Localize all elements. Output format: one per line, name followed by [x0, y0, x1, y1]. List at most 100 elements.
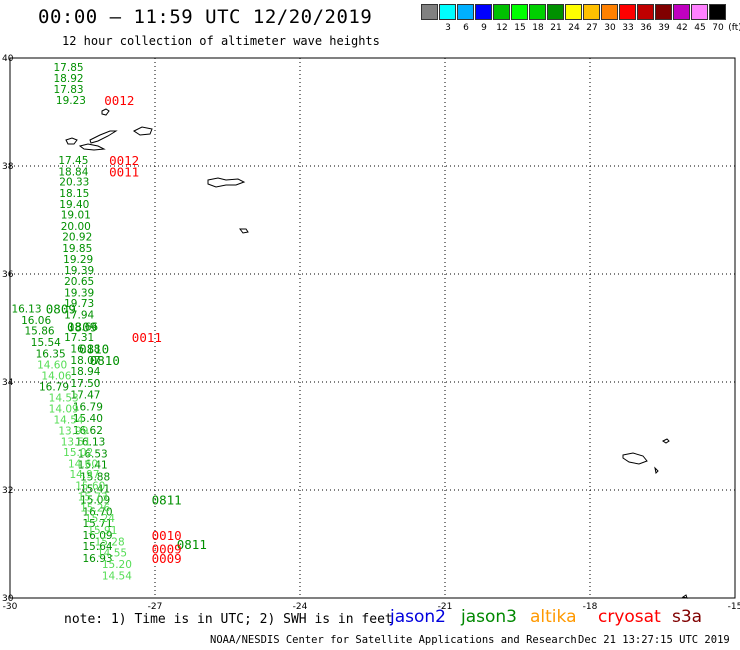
island-flores [101, 108, 110, 116]
page-title: 00:00 – 11:59 UTC 12/20/2019 [38, 6, 373, 28]
legend-swatch [709, 4, 726, 20]
swh-value: 16.06 [21, 315, 51, 327]
swh-value: 17.45 [58, 155, 88, 167]
page-subtitle: 12 hour collection of altimeter wave hei… [62, 34, 380, 48]
time-tag: 0810 [79, 342, 109, 357]
footer-credit: NOAA/NESDIS Center for Satellite Applica… [210, 634, 577, 646]
legend-label: 24 [568, 23, 580, 33]
legend-swatch [439, 4, 456, 20]
legend-swatch [529, 4, 546, 20]
lon-label: -21 [438, 602, 453, 612]
swh-value: 18.15 [59, 188, 89, 200]
map-frame [9, 57, 736, 599]
lat-label: 40 [2, 54, 14, 64]
swh-value: 19.39 [64, 265, 94, 277]
swh-value: 15.91 [87, 525, 117, 537]
swh-value: 16.70 [83, 507, 113, 519]
island-faial [65, 137, 78, 145]
swh-value: 15.40 [73, 413, 103, 425]
swh-value: 17.31 [64, 332, 94, 344]
swh-value: 14.97 [69, 469, 99, 481]
lat-label: 36 [2, 270, 14, 280]
swh-value: 15.20 [102, 559, 132, 571]
swh-value: 15.24 [85, 513, 115, 525]
island-selvagens [681, 594, 688, 599]
swh-value: 13.51 [61, 436, 91, 448]
island-porto-santo [662, 438, 670, 444]
swh-value: 14.55 [97, 548, 127, 560]
lat-label: 38 [2, 162, 14, 172]
legend-label: 3 [445, 23, 451, 33]
island-desertas [654, 466, 659, 475]
swh-value: 14.53 [49, 393, 79, 405]
island-santa-maria [239, 228, 249, 234]
satellite-legend-item: jason2 [390, 607, 446, 627]
swh-value: 15.86 [25, 326, 55, 338]
time-tags: 0012001200110809080900110810081008110811… [46, 93, 207, 566]
swh-value: 19.23 [56, 95, 86, 107]
swh-value: 16.13 [11, 304, 41, 316]
swh-value: 18.92 [54, 73, 84, 85]
legend-swatch [457, 4, 474, 20]
time-tag: 0009 [152, 541, 182, 556]
island-pico [78, 143, 106, 151]
time-tag: 0012 [104, 93, 134, 108]
legend-label: 15 [514, 23, 526, 33]
swh-value: 19.73 [64, 298, 94, 310]
legend-label: 9 [481, 23, 487, 33]
legend-label: 39 [658, 23, 670, 33]
lon-label: -30 [3, 602, 18, 612]
swh-value: 18.94 [70, 366, 100, 378]
time-tag: 0809 [67, 319, 97, 334]
legend-swatch [583, 4, 600, 20]
legend-swatch [619, 4, 636, 20]
note-text: note: 1) Time is in UTC; 2) SWH is in fe… [64, 612, 393, 627]
swh-value: 15.28 [95, 536, 125, 548]
swh-value: 20.33 [59, 177, 89, 189]
satellite-legend-item: altika [530, 607, 577, 627]
swh-value: 16.13 [75, 436, 105, 448]
legend-swatch [655, 4, 672, 20]
swh-value: 15.41 [78, 460, 108, 472]
swh-value: 15.02 [63, 447, 93, 459]
swh-value: 18.07 [70, 355, 100, 367]
swh-value: 16.62 [73, 425, 103, 437]
legend-label: 30 [604, 23, 616, 33]
swh-value: 19.40 [59, 199, 89, 211]
swh-value: 16.35 [36, 348, 66, 360]
swh-value: 14.60 [37, 360, 67, 372]
legend-label: 12 [496, 23, 508, 33]
swh-value: 15.26 [80, 502, 110, 514]
legend-label: 42 [676, 23, 688, 33]
map-grid [9, 57, 736, 599]
time-tag: 0010 [152, 528, 182, 543]
legend-swatch [565, 4, 582, 20]
lat-label: 30 [2, 594, 14, 604]
swh-value: 18.84 [58, 166, 88, 178]
legend-label: 18 [532, 23, 544, 33]
swh-value: 20.92 [62, 232, 92, 244]
lon-label: -15 [728, 602, 740, 612]
swh-value: 17.50 [70, 378, 100, 390]
swh-value: 15.09 [80, 495, 110, 507]
swh-value: 15.64 [83, 541, 113, 553]
swh-value: 14.06 [41, 371, 71, 383]
legend-swatch [673, 4, 690, 20]
satellite-legend-item: cryosat [598, 607, 661, 627]
lon-label: -18 [583, 602, 598, 612]
legend-swatch [637, 4, 654, 20]
axis-labels: 40 38 36 34 32 30-30 -27 -24 -21 -18 -15 [2, 54, 740, 612]
swh-value: 15.71 [83, 518, 113, 530]
legend-label: 36 [640, 23, 652, 33]
legend-label: 45 [694, 23, 706, 33]
legend-swatch [511, 4, 528, 20]
lat-label: 32 [2, 486, 13, 496]
swh-value: 14.60 [68, 459, 98, 471]
swh-value: 17.47 [70, 389, 100, 401]
swh-value: 19.01 [61, 210, 91, 222]
island-sao-jorge [89, 130, 118, 144]
swh-value: 13.99 [58, 426, 88, 438]
time-tag: 0011 [132, 330, 162, 345]
